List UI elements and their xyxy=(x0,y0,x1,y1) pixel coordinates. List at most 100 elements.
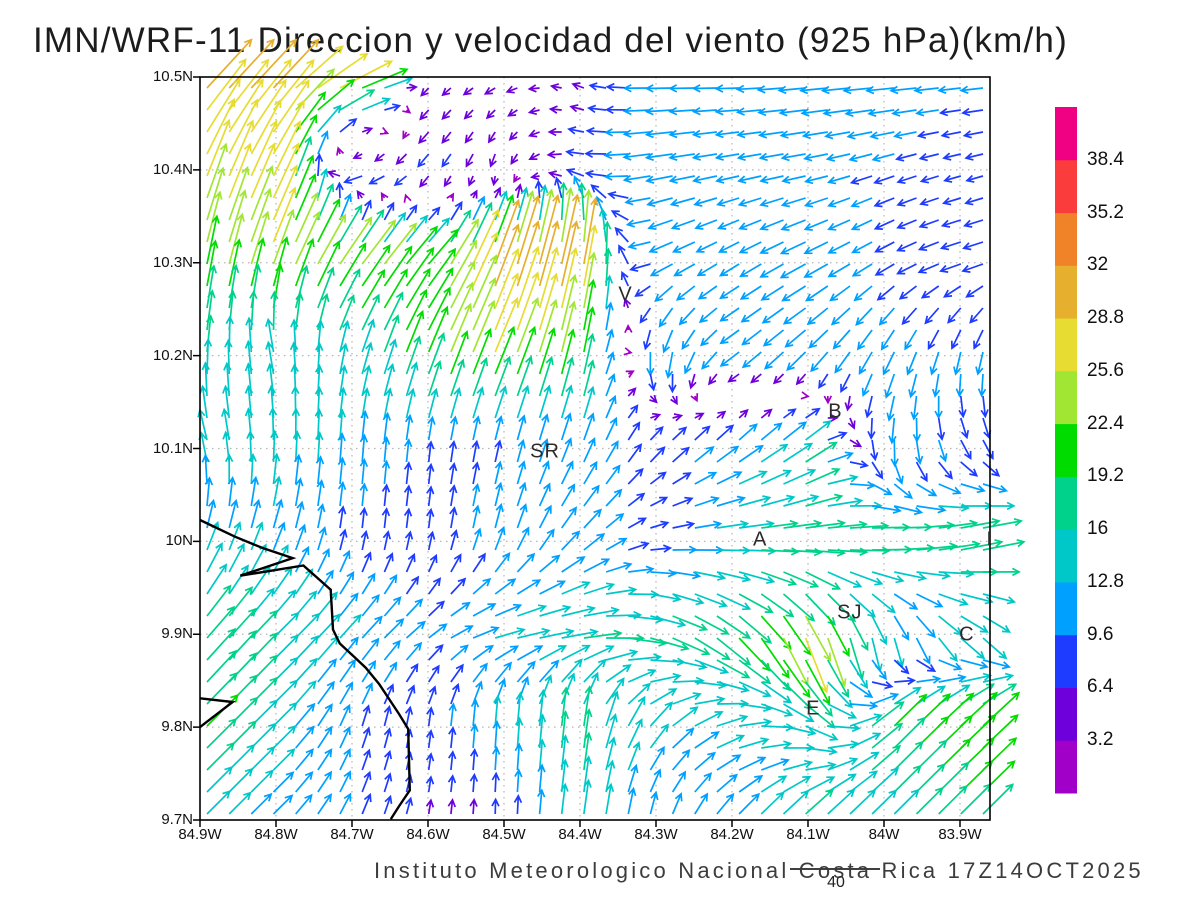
wind-arrow xyxy=(827,451,855,463)
wind-arrow xyxy=(272,99,305,155)
wind-arrow xyxy=(539,580,567,595)
wind-arrow xyxy=(539,628,575,639)
wind-arrow xyxy=(441,131,452,144)
wind-arrow xyxy=(294,500,305,529)
wind-arrow xyxy=(516,186,529,221)
wind-arrow xyxy=(361,704,371,727)
wind-arrow xyxy=(627,786,637,815)
wind-arrow xyxy=(960,517,1001,529)
wind-arrow xyxy=(827,474,859,485)
wind-arrow xyxy=(404,530,414,551)
wind-arrow xyxy=(339,294,356,331)
wind-arrow xyxy=(264,317,275,353)
wind-arrow xyxy=(266,362,275,397)
lat-tick-label: 10N xyxy=(165,532,193,550)
wind-arrow xyxy=(982,501,1016,511)
wind-arrow xyxy=(449,484,458,507)
wind-arrow xyxy=(595,195,607,221)
wind-arrow xyxy=(494,415,504,441)
wind-arrow xyxy=(272,794,294,815)
wind-arrow xyxy=(513,794,523,815)
wind-arrow xyxy=(517,604,548,617)
wind-arrow xyxy=(583,332,596,375)
wind-arrow xyxy=(472,415,481,441)
wind-arrow xyxy=(628,541,650,551)
wind-arrow xyxy=(960,659,989,670)
wind-arrow xyxy=(605,488,623,507)
wind-arrow xyxy=(561,605,597,617)
wind-arrow xyxy=(560,246,579,309)
wind-arrow xyxy=(782,615,812,656)
wind-arrow xyxy=(295,725,315,749)
wind-arrow xyxy=(896,263,917,275)
wind-arrow xyxy=(450,302,473,353)
wind-arrow xyxy=(450,358,466,397)
wind-arrow xyxy=(827,571,863,588)
wind-arrow xyxy=(493,694,502,727)
wind-arrow xyxy=(448,461,458,485)
wind-arrow xyxy=(228,78,264,133)
wind-arrow xyxy=(644,106,673,116)
colorbar-segment xyxy=(1055,529,1077,583)
wind-arrow xyxy=(890,439,899,468)
wind-arrow xyxy=(472,299,496,353)
wind-arrow xyxy=(538,298,558,353)
wind-arrow xyxy=(938,659,963,671)
wind-arrow xyxy=(467,175,476,187)
wind-arrow xyxy=(295,590,318,617)
wind-arrow xyxy=(849,615,869,652)
wind-arrow xyxy=(761,758,790,771)
wind-arrow xyxy=(920,285,940,299)
wind-arrow xyxy=(982,483,1009,494)
wind-arrow xyxy=(607,191,629,200)
wind-arrow xyxy=(527,129,540,138)
wind-arrow xyxy=(849,751,880,771)
wind-arrow xyxy=(827,703,858,719)
wind-arrow xyxy=(361,637,380,661)
wind-arrow xyxy=(339,571,355,595)
wind-arrow xyxy=(373,153,385,163)
wind-arrow xyxy=(560,758,569,793)
wind-arrow xyxy=(738,637,771,672)
wind-arrow xyxy=(760,593,795,618)
wind-arrow xyxy=(693,197,718,207)
wind-arrow xyxy=(560,460,574,485)
wind-arrow xyxy=(516,460,527,485)
wind-arrow xyxy=(649,688,678,705)
wind-arrow xyxy=(822,108,851,117)
wind-arrow xyxy=(960,637,986,660)
wind-arrow xyxy=(493,186,502,199)
wind-arrow xyxy=(697,285,718,300)
wind-arrow xyxy=(716,424,735,441)
wind-arrow xyxy=(294,237,315,287)
wind-arrow xyxy=(865,85,895,95)
wind-arrow xyxy=(494,525,506,551)
wind-arrow xyxy=(315,455,325,485)
wind-arrow xyxy=(383,222,418,265)
wind-arrow xyxy=(738,571,776,585)
wind-arrow xyxy=(583,251,598,309)
wind-arrow xyxy=(317,680,335,705)
wind-arrow xyxy=(514,768,523,793)
wind-arrow xyxy=(516,245,540,309)
wind-arrow xyxy=(805,467,841,485)
wind-arrow xyxy=(472,626,500,639)
wind-arrow xyxy=(783,571,820,588)
lat-tick-label: 9.7N xyxy=(161,811,193,828)
wind-arrow xyxy=(959,85,984,94)
wind-arrow xyxy=(735,107,762,116)
wind-arrow xyxy=(450,682,460,705)
wind-arrow xyxy=(472,644,495,661)
wind-arrow xyxy=(426,485,435,507)
wind-arrow xyxy=(757,107,784,117)
wind-arrow xyxy=(381,435,391,463)
wind-arrow xyxy=(270,290,279,331)
wind-arrow xyxy=(691,175,718,184)
wind-arrow xyxy=(206,563,228,595)
wind-arrow xyxy=(382,530,392,551)
wind-arrow xyxy=(516,325,537,375)
wind-arrow xyxy=(560,437,573,463)
colorbar-segment xyxy=(1055,212,1077,266)
wind-arrow xyxy=(560,782,569,815)
wind-arrow xyxy=(650,672,682,683)
